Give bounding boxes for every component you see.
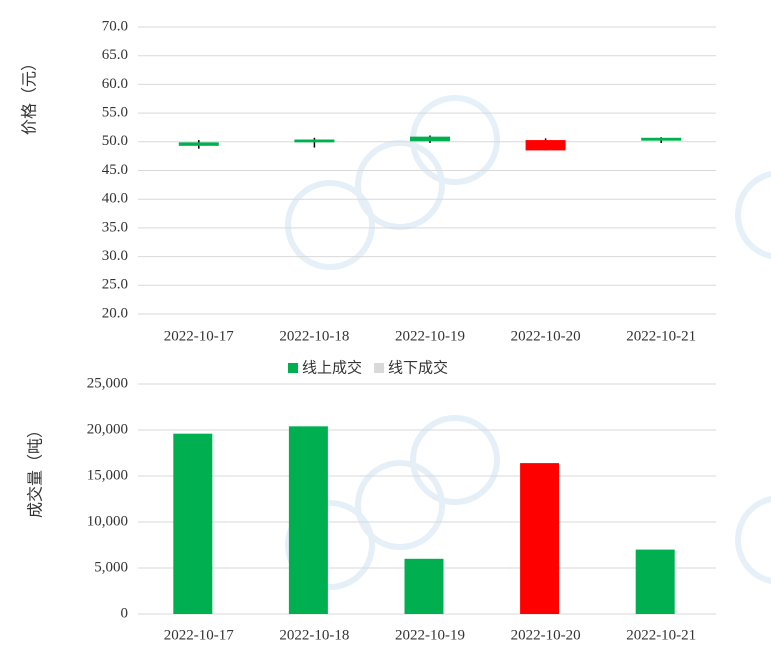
y-tick-label: 10,000 [87,513,128,529]
y-tick-label: 45.0 [102,162,128,178]
y-tick-label: 5,000 [94,559,128,575]
bar [635,549,675,614]
legend-swatch [374,363,385,373]
y-tick-label: 50.0 [102,133,128,149]
x-tick-label: 2022-10-18 [279,328,349,344]
bar [404,558,444,614]
x-tick-label: 2022-10-18 [279,627,349,643]
x-tick-label: 2022-10-21 [626,627,696,643]
y-tick-label: 25.0 [102,277,128,293]
y-tick-label: 15,000 [87,467,128,483]
candle-body [294,139,335,143]
y-tick-label: 35.0 [102,219,128,235]
candle-body [410,136,450,142]
legend-label: 线下成交 [388,359,448,377]
bar [520,463,560,614]
watermark [285,95,771,590]
bar [288,426,328,614]
x-tick-label: 2022-10-19 [395,627,465,643]
y-tick-label: 20.0 [102,305,128,321]
x-tick-label: 2022-10-20 [511,328,581,344]
y-tick-label: 20,000 [87,421,128,437]
candle-body [525,140,566,151]
bar [173,433,213,614]
y-tick-label: 25,000 [87,375,128,391]
y-tick-label: 0 [121,605,129,621]
candle-body [641,137,682,141]
x-tick-label: 2022-10-17 [164,328,234,344]
y-tick-label: 65.0 [102,47,128,63]
y-tick-label: 30.0 [102,248,128,264]
y-tick-label: 60.0 [102,76,128,92]
candle-body [178,142,219,146]
y-axis-label: 价格（元） [20,55,39,135]
y-tick-label: 40.0 [102,191,128,207]
x-tick-label: 2022-10-20 [511,627,581,643]
y-tick-label: 70.0 [102,18,128,34]
x-tick-label: 2022-10-17 [164,627,234,643]
y-tick-label: 55.0 [102,105,128,121]
legend-swatch [288,363,298,373]
legend-label: 线上成交 [302,359,362,377]
y-axis-label: 成交量（吨） [26,422,45,518]
x-tick-label: 2022-10-21 [626,328,696,344]
x-tick-label: 2022-10-19 [395,328,465,344]
